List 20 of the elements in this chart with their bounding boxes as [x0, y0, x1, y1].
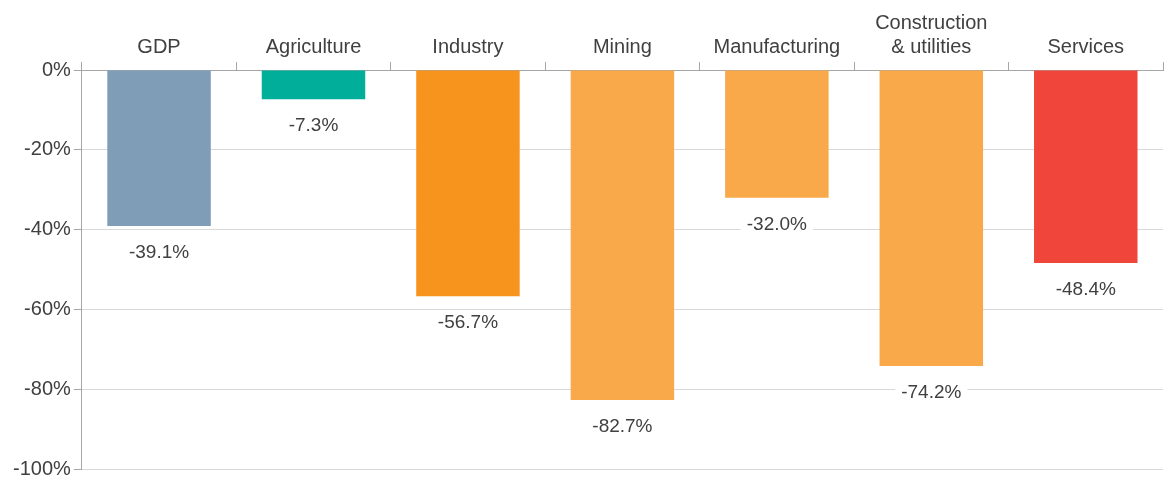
x-tick-label: Industry — [432, 34, 504, 57]
y-tick-label: 0% — [41, 57, 72, 80]
x-tick-label: Agriculture — [265, 34, 362, 57]
data-label: -32.0% — [746, 212, 808, 234]
y-tick-label: -20% — [24, 137, 72, 160]
y-tick-label: -80% — [24, 376, 72, 399]
y-tick-label: -60% — [24, 296, 72, 319]
data-label: -48.4% — [1055, 278, 1116, 300]
data-label: -39.1% — [128, 241, 190, 263]
data-label: -74.2% — [901, 381, 962, 403]
data-label: -7.3% — [288, 114, 339, 136]
x-tick-label: GDP — [137, 34, 181, 57]
x-tick-label: Mining — [592, 34, 652, 57]
x-tick-label: Manufacturing — [713, 34, 841, 57]
y-tick-label: -40% — [24, 217, 72, 240]
data-label: -56.7% — [437, 311, 499, 333]
x-tick-label: Services — [1047, 34, 1125, 57]
data-label: -82.7% — [592, 415, 653, 437]
y-tick-label: -100% — [13, 456, 72, 479]
x-tick-label: Construction & utilities — [875, 10, 988, 57]
